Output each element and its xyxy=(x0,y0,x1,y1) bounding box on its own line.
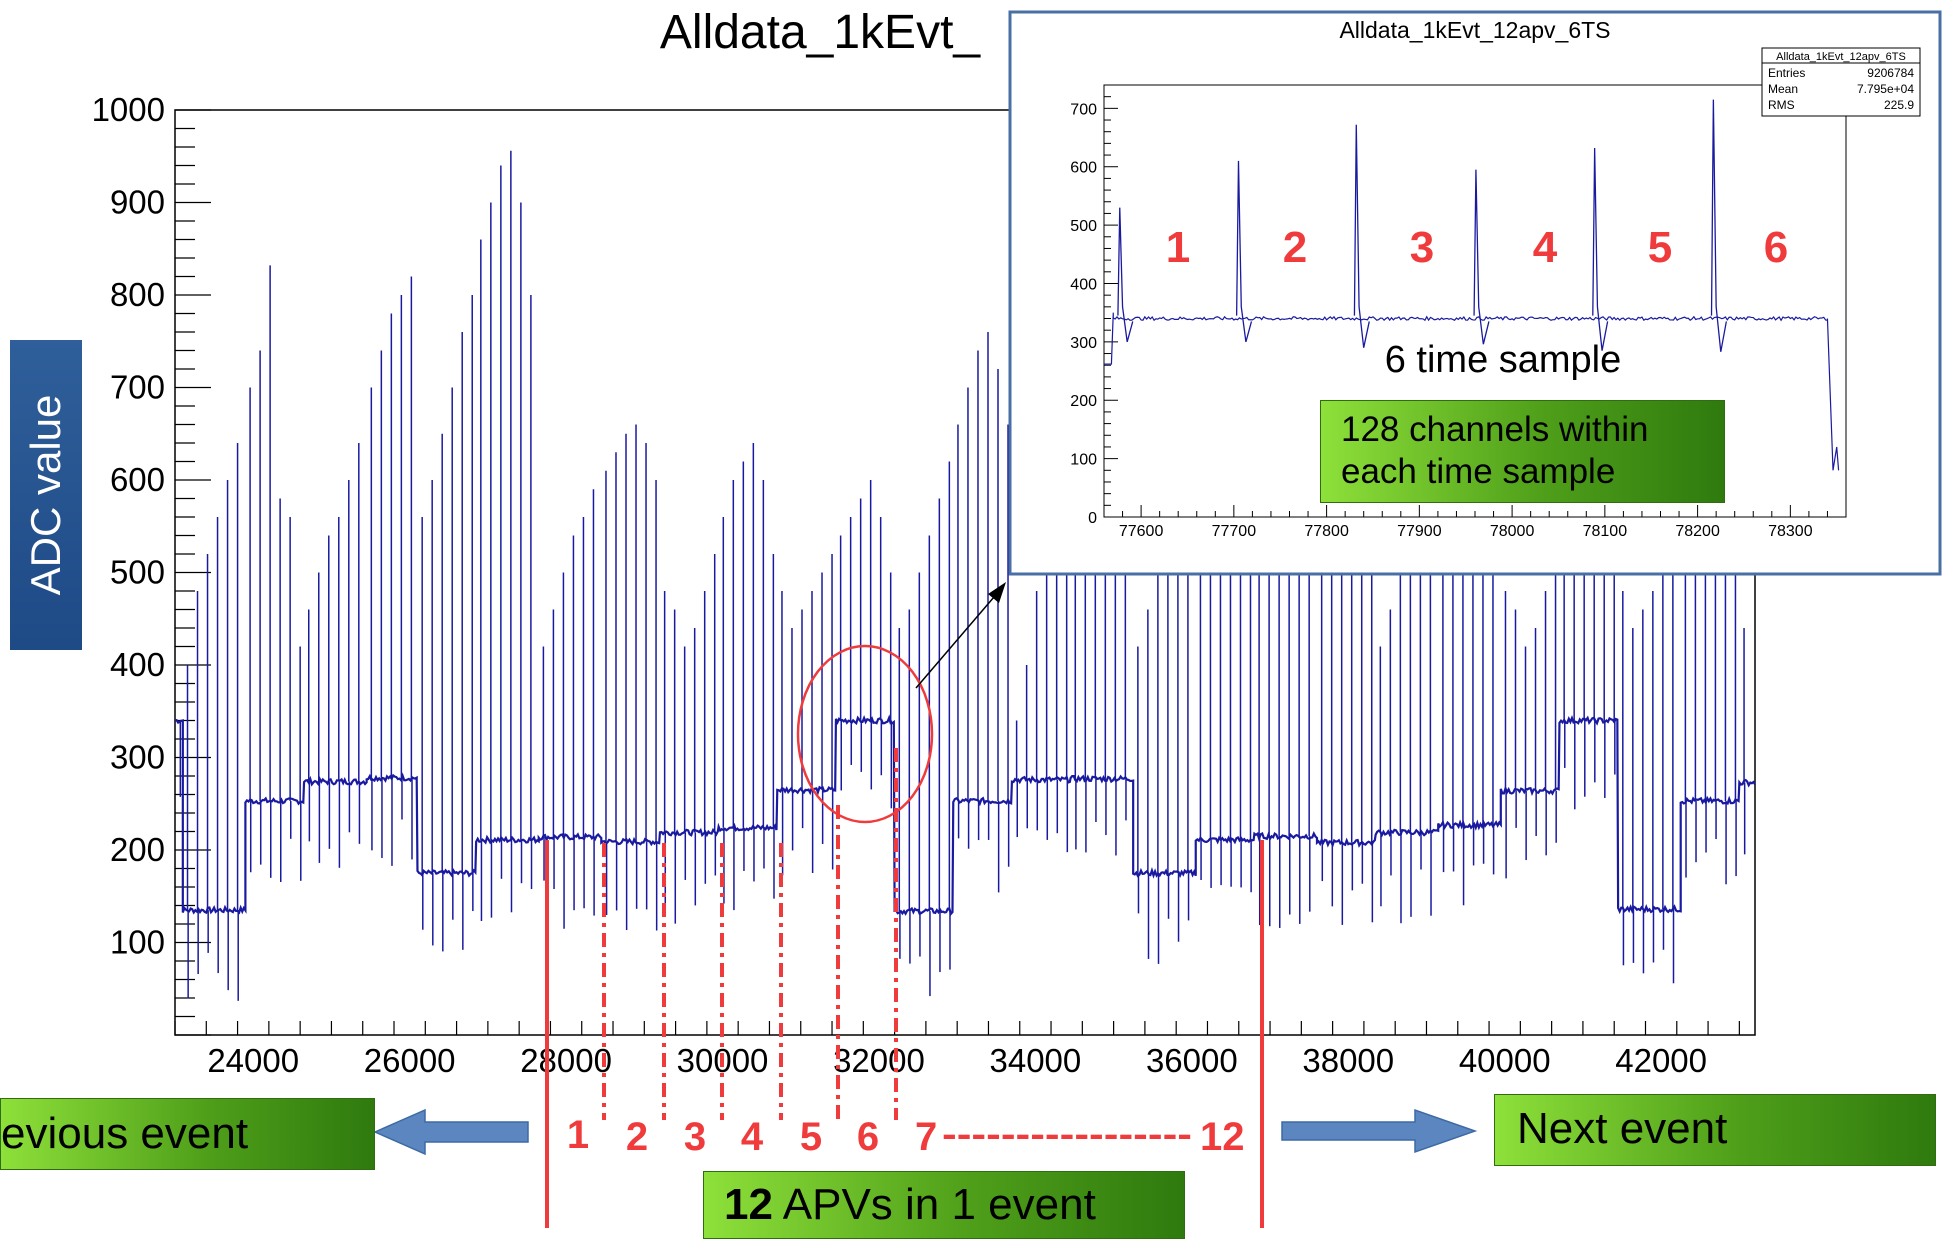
inset-series-spike xyxy=(1353,124,1370,348)
apv-number-6: 6 xyxy=(857,1115,879,1159)
apv-number-2: 2 xyxy=(626,1115,648,1159)
previous-event-arrow xyxy=(373,1108,529,1156)
inset-channels-box: 128 channels within each time sample xyxy=(1320,400,1725,503)
inset-y-tick-labels: 0 100 200 300 400 500 600 700 xyxy=(1070,101,1097,527)
main-y-tick-labels: 100 200 300 400 500 600 700 800 900 1000 xyxy=(92,91,165,961)
stats-mean-label: Mean xyxy=(1768,82,1798,96)
inset-ts-number-6: 6 xyxy=(1764,223,1788,272)
main-y-tick-label: 700 xyxy=(110,369,165,406)
main-x-tick-labels: 2400026000280003000032000340003600038000… xyxy=(207,1042,1707,1079)
inset-y-tick-label: 400 xyxy=(1070,276,1097,293)
inset-y-tick-label: 0 xyxy=(1088,510,1097,527)
main-x-tick-label: 32000 xyxy=(833,1042,925,1079)
stats-title: Alldata_1kEvt_12apv_6TS xyxy=(1776,51,1906,63)
inset-x-tick-label: 78000 xyxy=(1490,523,1535,540)
inset-series-spike xyxy=(1117,207,1134,343)
inset-y-tick-label: 100 xyxy=(1070,452,1097,469)
inset-x-tick-label: 77900 xyxy=(1397,523,1442,540)
previous-event-label: evious event xyxy=(1,1109,249,1158)
main-x-tick-label: 40000 xyxy=(1459,1042,1551,1079)
main-x-tick-label: 26000 xyxy=(364,1042,456,1079)
apvs-count: 12 xyxy=(724,1180,773,1229)
main-y-tick-label: 900 xyxy=(110,184,165,221)
inset-title: Alldata_1kEvt_12apv_6TS xyxy=(1339,17,1610,43)
inset-ts-number-1: 1 xyxy=(1166,223,1190,272)
inset-x-tick-label: 77700 xyxy=(1212,523,1257,540)
inset-connector-arrowhead xyxy=(988,582,1006,603)
ylabel-box xyxy=(10,340,82,650)
inset-series-spike xyxy=(1710,99,1727,352)
stats-rms-label: RMS xyxy=(1768,98,1795,112)
apv-range-end: 12 xyxy=(1200,1115,1245,1159)
main-axis-ticks xyxy=(174,109,1740,1036)
inset-ts-number-4: 4 xyxy=(1533,223,1558,272)
next-event-arrow xyxy=(1281,1108,1478,1154)
apvs-per-event-box: 12 APVs in 1 event xyxy=(703,1171,1185,1239)
main-y-tick-label: 100 xyxy=(110,924,165,961)
next-event-box: Next event xyxy=(1494,1094,1936,1166)
inset-series-trace xyxy=(1104,99,1840,471)
apv-boundary-markers xyxy=(545,748,1264,1228)
apv-number-3: 3 xyxy=(684,1115,706,1159)
main-x-tick-label: 24000 xyxy=(207,1042,299,1079)
inset-x-tick-label: 77800 xyxy=(1304,523,1349,540)
inset-x-tick-label: 78200 xyxy=(1675,523,1720,540)
inset-x-tick-label: 78300 xyxy=(1768,523,1813,540)
main-series-baseline xyxy=(174,714,1756,917)
inset-channels-line2: each time sample xyxy=(1341,452,1616,491)
main-y-tick-label: 600 xyxy=(110,461,165,498)
stats-rms-value: 225.9 xyxy=(1884,98,1914,112)
inset-connector-line xyxy=(915,589,1001,689)
inset-series-spike xyxy=(1235,160,1253,343)
main-title: Alldata_1kEvt_ xyxy=(660,6,982,59)
apv-number-4: 4 xyxy=(741,1115,764,1159)
inset-ts-number-5: 5 xyxy=(1648,223,1672,272)
inset-x-tick-label: 78100 xyxy=(1583,523,1628,540)
apv-range-start: 7 xyxy=(915,1115,937,1159)
inset-series-baseline xyxy=(1104,312,1828,365)
inset-stats-box: Alldata_1kEvt_12apv_6TS Entries 9206784 … xyxy=(1761,47,1921,117)
previous-event-box: evious event xyxy=(0,1098,375,1170)
main-series-trace xyxy=(174,150,1756,1001)
stats-entries-value: 9206784 xyxy=(1867,66,1914,80)
main-y-tick-label: 1000 xyxy=(92,91,165,128)
inset-axis-ticks xyxy=(1103,84,1847,518)
apv-number-5: 5 xyxy=(800,1115,822,1159)
highlight-ellipse xyxy=(796,644,934,824)
inset-x-tick-label: 77600 xyxy=(1119,523,1164,540)
stats-mean-value: 7.795e+04 xyxy=(1857,82,1914,96)
main-x-tick-label: 28000 xyxy=(520,1042,612,1079)
stats-entries-label: Entries xyxy=(1768,66,1805,80)
inset-caption: 6 time sample xyxy=(1385,339,1622,381)
inset-y-tick-label: 600 xyxy=(1070,160,1097,177)
main-y-tick-label: 400 xyxy=(110,646,165,683)
apv-range-dashes: ----------------- xyxy=(942,1113,1192,1154)
main-y-tick-label: 800 xyxy=(110,276,165,313)
inset-series-spike xyxy=(1592,148,1609,351)
inset-y-tick-label: 700 xyxy=(1070,101,1097,118)
inset-y-tick-label: 500 xyxy=(1070,218,1097,235)
inset-series-drop xyxy=(1826,318,1840,471)
main-y-tick-label: 500 xyxy=(110,554,165,591)
inset-y-tick-label: 200 xyxy=(1070,393,1097,410)
next-event-label: Next event xyxy=(1517,1104,1728,1153)
inset-x-tick-labels: 77600 77700 77800 77900 78000 78100 78200 78300 xyxy=(1119,523,1813,540)
main-x-tick-label: 36000 xyxy=(1146,1042,1238,1079)
inset-series-spike xyxy=(1473,169,1490,345)
inset-y-tick-label: 300 xyxy=(1070,335,1097,352)
apvs-label: APVs in 1 event xyxy=(772,1180,1096,1229)
main-x-tick-label: 42000 xyxy=(1615,1042,1707,1079)
apv-number-1: 1 xyxy=(567,1113,589,1157)
main-y-tick-label: 200 xyxy=(110,831,165,868)
inset-channels-line1: 128 channels within xyxy=(1341,410,1649,449)
main-x-tick-label: 34000 xyxy=(990,1042,1082,1079)
main-x-tick-label: 38000 xyxy=(1302,1042,1394,1079)
main-y-tick-label: 300 xyxy=(110,739,165,776)
y-axis-label: ADC value xyxy=(22,394,69,596)
inset-ts-number-3: 3 xyxy=(1410,223,1434,272)
inset-ts-number-2: 2 xyxy=(1283,223,1307,272)
